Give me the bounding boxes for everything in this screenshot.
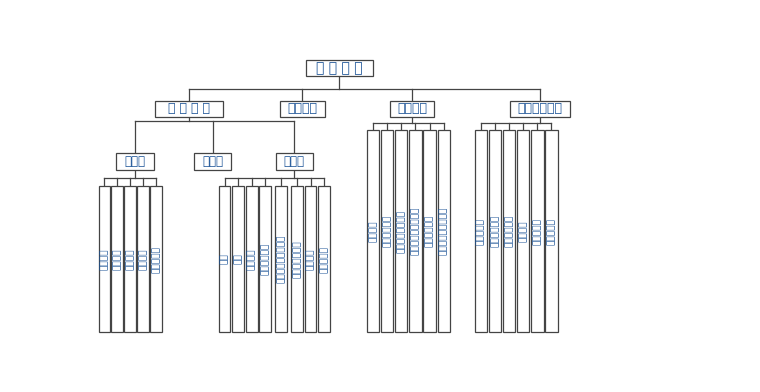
Text: 爆破动力影响: 爆破动力影响	[490, 215, 499, 247]
Text: 最大拉应力: 最大拉应力	[533, 218, 542, 245]
FancyBboxPatch shape	[389, 101, 434, 117]
Text: 塑性区范围: 塑性区范围	[477, 218, 486, 245]
FancyBboxPatch shape	[259, 186, 271, 332]
FancyBboxPatch shape	[195, 153, 231, 170]
FancyBboxPatch shape	[280, 101, 325, 117]
Text: 其它机械费: 其它机械费	[152, 246, 161, 272]
Text: 施工通风情况: 施工通风情况	[382, 215, 391, 247]
Text: 装渣设备: 装渣设备	[126, 249, 135, 270]
FancyBboxPatch shape	[125, 186, 136, 332]
FancyBboxPatch shape	[99, 186, 110, 332]
FancyBboxPatch shape	[531, 130, 543, 332]
FancyBboxPatch shape	[150, 186, 162, 332]
FancyBboxPatch shape	[276, 153, 312, 170]
FancyBboxPatch shape	[409, 130, 422, 332]
FancyBboxPatch shape	[155, 101, 223, 117]
Text: 其他因素影响: 其他因素影响	[505, 215, 514, 247]
FancyBboxPatch shape	[423, 130, 435, 332]
Text: 施工条件: 施工条件	[397, 102, 427, 115]
Text: 炸药: 炸药	[233, 254, 242, 265]
FancyBboxPatch shape	[438, 130, 450, 332]
FancyBboxPatch shape	[116, 153, 154, 170]
FancyBboxPatch shape	[305, 186, 316, 332]
FancyBboxPatch shape	[395, 130, 407, 332]
Text: 预应力锚索施工材料: 预应力锚索施工材料	[277, 235, 286, 283]
Text: 钻孔设备: 钻孔设备	[100, 249, 109, 270]
Text: 其它材料费: 其它材料费	[320, 246, 328, 272]
Text: 人工费: 人工费	[202, 155, 223, 168]
Text: 风水电油: 风水电油	[306, 249, 315, 270]
Text: 锚杆及其附件: 锚杆及其附件	[261, 243, 270, 275]
Text: 施工工期: 施工工期	[287, 102, 318, 115]
FancyBboxPatch shape	[489, 130, 501, 332]
FancyBboxPatch shape	[510, 101, 570, 117]
FancyBboxPatch shape	[233, 186, 244, 332]
FancyBboxPatch shape	[367, 130, 379, 332]
FancyBboxPatch shape	[503, 130, 515, 332]
Text: 施工交通运输方便度: 施工交通运输方便度	[411, 207, 420, 255]
Text: 施工机械利用程度: 施工机械利用程度	[397, 210, 406, 253]
Text: 通风设备: 通风设备	[113, 249, 122, 270]
FancyBboxPatch shape	[291, 186, 303, 332]
FancyBboxPatch shape	[306, 60, 373, 76]
Text: 钻头: 钻头	[220, 254, 229, 265]
Text: 锚索砂浆及水泥: 锚索砂浆及水泥	[293, 240, 302, 278]
Text: 施工干扰情况: 施工干扰情况	[425, 215, 434, 247]
FancyBboxPatch shape	[112, 186, 123, 332]
Text: 已建工程的施工经验: 已建工程的施工经验	[439, 207, 448, 255]
Text: 施工安全: 施工安全	[369, 220, 378, 242]
Text: 施工围岩稳定: 施工围岩稳定	[518, 102, 562, 115]
FancyBboxPatch shape	[138, 186, 149, 332]
FancyBboxPatch shape	[474, 130, 487, 332]
FancyBboxPatch shape	[245, 186, 258, 332]
Text: 主 要 费 用: 主 要 费 用	[168, 102, 211, 115]
Text: 最大变位: 最大变位	[519, 220, 527, 242]
Text: 材料费: 材料费	[283, 155, 305, 168]
Text: 最大剪应力: 最大剪应力	[547, 218, 556, 245]
FancyBboxPatch shape	[517, 130, 530, 332]
Text: 机械费: 机械费	[125, 155, 146, 168]
FancyBboxPatch shape	[381, 130, 394, 332]
Text: 火工器材: 火工器材	[247, 249, 256, 270]
FancyBboxPatch shape	[318, 186, 330, 332]
FancyBboxPatch shape	[275, 186, 287, 332]
Text: 施 工 方 案: 施 工 方 案	[316, 61, 363, 75]
FancyBboxPatch shape	[219, 186, 230, 332]
Text: 运输设备: 运输设备	[139, 249, 147, 270]
FancyBboxPatch shape	[545, 130, 558, 332]
